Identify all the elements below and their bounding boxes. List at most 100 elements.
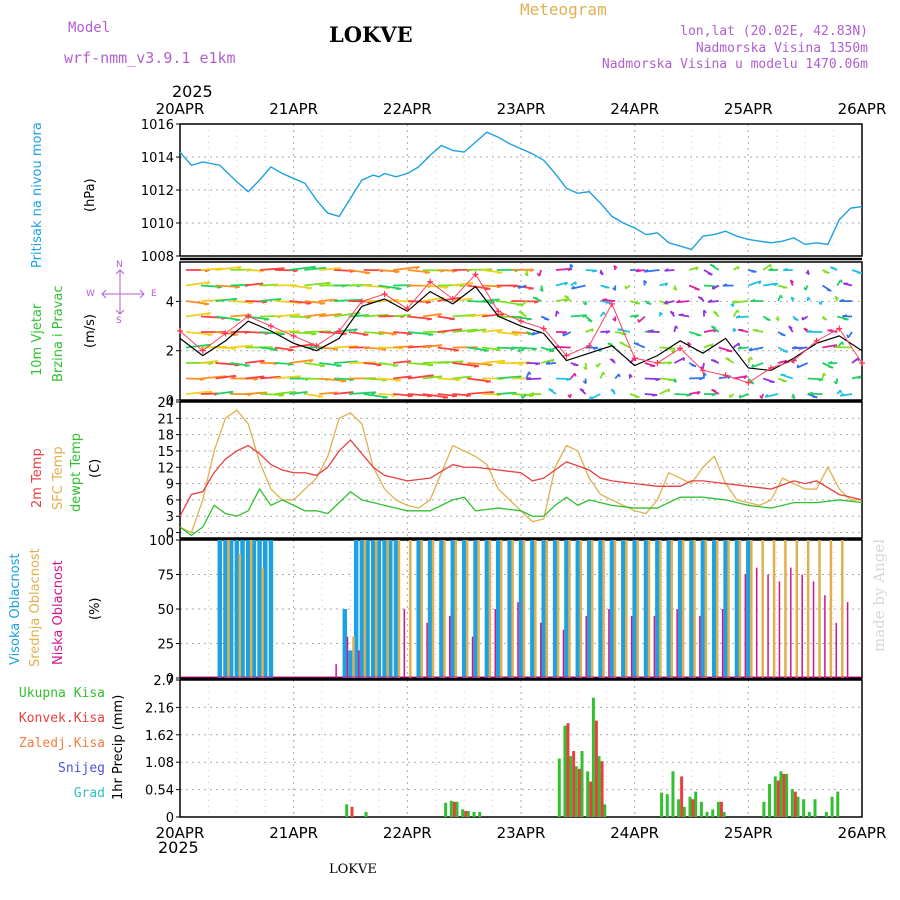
wind-arrow-head [659, 311, 664, 316]
cloud-bar-low [562, 629, 565, 678]
wind-arrow-head [722, 283, 728, 287]
footer-station: LOKVE [329, 862, 377, 877]
cloud-bar-mid [409, 540, 412, 678]
wind-arrow [185, 300, 209, 305]
wind-arrow-head [453, 349, 459, 352]
wind-arrow [289, 284, 313, 290]
cloud-bar-mid [784, 540, 787, 678]
wind-arrow-head [779, 294, 783, 299]
cloud-bar-mid [556, 540, 560, 678]
wind-arrow [467, 377, 491, 383]
wind-arrow-head [206, 312, 211, 316]
wind-arrow-head [532, 296, 538, 300]
wind-arrow [422, 393, 449, 399]
time-label-top: 25APR [724, 100, 773, 118]
wind-arrow-head [199, 378, 205, 382]
wind-arrow-head [826, 288, 832, 292]
wind-arrow [422, 375, 443, 380]
wind-arrow [393, 331, 413, 335]
cloud-bar-high [518, 540, 524, 678]
y-tick-label: 0 [166, 527, 174, 542]
wind-arrow-head [676, 299, 681, 304]
cloud-bar-high [365, 540, 370, 678]
wind-arrow-head [629, 373, 633, 378]
wind-arrow [333, 311, 361, 318]
wind-arrow [393, 345, 414, 349]
wind-arrow [215, 297, 237, 302]
wind-arrow-head [428, 333, 434, 337]
wind-arrow-head [473, 365, 479, 368]
wind-arrow [259, 297, 282, 302]
wind-arrow [452, 393, 471, 397]
y-tick-label: 50 [157, 603, 174, 618]
wind-arrow [393, 313, 411, 318]
wind-arrow-head [394, 270, 400, 274]
wind-arrow-head [548, 388, 554, 392]
cloud-bar-high [496, 540, 501, 678]
wind-arrow-head [833, 344, 838, 348]
wind-arrow-head [535, 362, 541, 366]
wind-arrow-head [750, 298, 756, 302]
wind-arrow-head [703, 309, 707, 314]
wind-arrow-head [790, 279, 795, 284]
wind-arrow-head [758, 280, 762, 285]
temp2m-line [179, 439, 863, 517]
cloud-bar-mid [443, 540, 446, 678]
wind-arrow-head [443, 286, 449, 290]
wind-arrow [840, 393, 853, 397]
wind-arrow-head [595, 363, 599, 368]
wind-arrow [496, 391, 517, 395]
dewpt-line [179, 487, 863, 537]
cloud-bar-low [608, 609, 610, 678]
wind-arrow [274, 390, 296, 395]
legend-conv-rain: Konvek.Kisa [18, 711, 105, 726]
wind-arrow-head [587, 319, 593, 323]
y-tick-label: 21 [157, 412, 174, 427]
wind-arrow [614, 373, 620, 380]
wind-arrow-head [834, 295, 839, 300]
wind-arrow-head [591, 328, 594, 333]
y-tick-label: 25 [157, 638, 174, 653]
cloud-bar-mid [488, 540, 492, 678]
wind-arrow-head [216, 286, 223, 289]
wind-arrow-head [803, 286, 807, 291]
wind-arrow [751, 362, 764, 368]
wind-arrow-head [728, 394, 731, 398]
y-tick-label: 2.16 [145, 701, 174, 716]
wind-arrow-head [834, 345, 840, 348]
panel-frame [179, 123, 863, 257]
compass-e: E [151, 289, 157, 299]
wind-arrow [215, 265, 242, 271]
wind-arrow-head [235, 319, 241, 322]
wind-arrow-head [605, 330, 611, 334]
wind-arrow [481, 359, 506, 364]
cloud-bar-low [585, 615, 587, 678]
precip-bar-total [444, 802, 448, 817]
wind-arrow-head [519, 303, 523, 307]
cloud-bar-high [450, 540, 456, 678]
wind-arrow-head [232, 333, 239, 337]
wind-arrow-head [406, 313, 412, 318]
wind-arrow-head [687, 341, 692, 346]
wind-arrow [851, 357, 860, 364]
wind-arrow-head [566, 378, 572, 382]
cloud-bar-high [263, 540, 268, 678]
wind-arrow-head [336, 364, 342, 368]
wind-arrow-head [682, 357, 686, 362]
wind-arrow [407, 374, 434, 380]
wind-arrow-head [803, 327, 809, 331]
wind-arrow-head [579, 388, 585, 392]
cloud-bar-low [335, 664, 337, 678]
wind-arrow-head [748, 347, 753, 352]
precip-bar-conv [782, 773, 786, 817]
wind-arrow [230, 314, 252, 318]
y-tick-label: 18 [157, 429, 174, 444]
wind-arrow [422, 343, 442, 349]
wind-arrow [289, 331, 317, 335]
cloud-bar-low [721, 609, 724, 678]
wind-arrow-head [749, 356, 754, 361]
y-tick-label: 1014 [141, 151, 174, 166]
wind-arrow-head [367, 300, 373, 304]
cloud-bar-mid [352, 636, 355, 678]
wind-arrow-head [759, 395, 763, 399]
